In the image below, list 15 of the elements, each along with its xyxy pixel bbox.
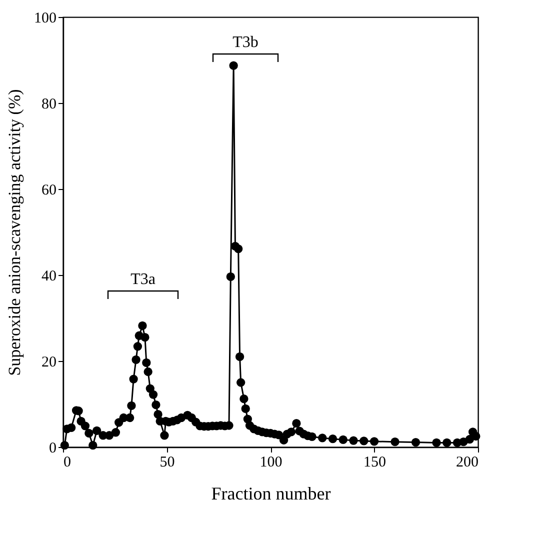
y-tick-label: 100 [34, 10, 56, 26]
x-tick-label: 50 [160, 454, 175, 470]
y-tick-label: 80 [42, 96, 56, 112]
y-axis-title: Superoxide anion-scavenging activity (%) [5, 89, 24, 376]
y-tick-label: 0 [49, 440, 56, 456]
x-tick-label: 100 [260, 454, 282, 470]
x-tick-label: 200 [456, 454, 478, 470]
y-tick-label: 20 [42, 354, 56, 370]
annotation: T3b [232, 34, 258, 51]
y-tick-label: 40 [42, 268, 56, 284]
x-tick-label: 150 [364, 454, 386, 470]
annotation: T3a [130, 271, 156, 288]
x-axis-title: Fraction number [211, 484, 331, 504]
x-tick-label: 0 [64, 454, 71, 470]
y-tick-label: 60 [42, 182, 56, 198]
